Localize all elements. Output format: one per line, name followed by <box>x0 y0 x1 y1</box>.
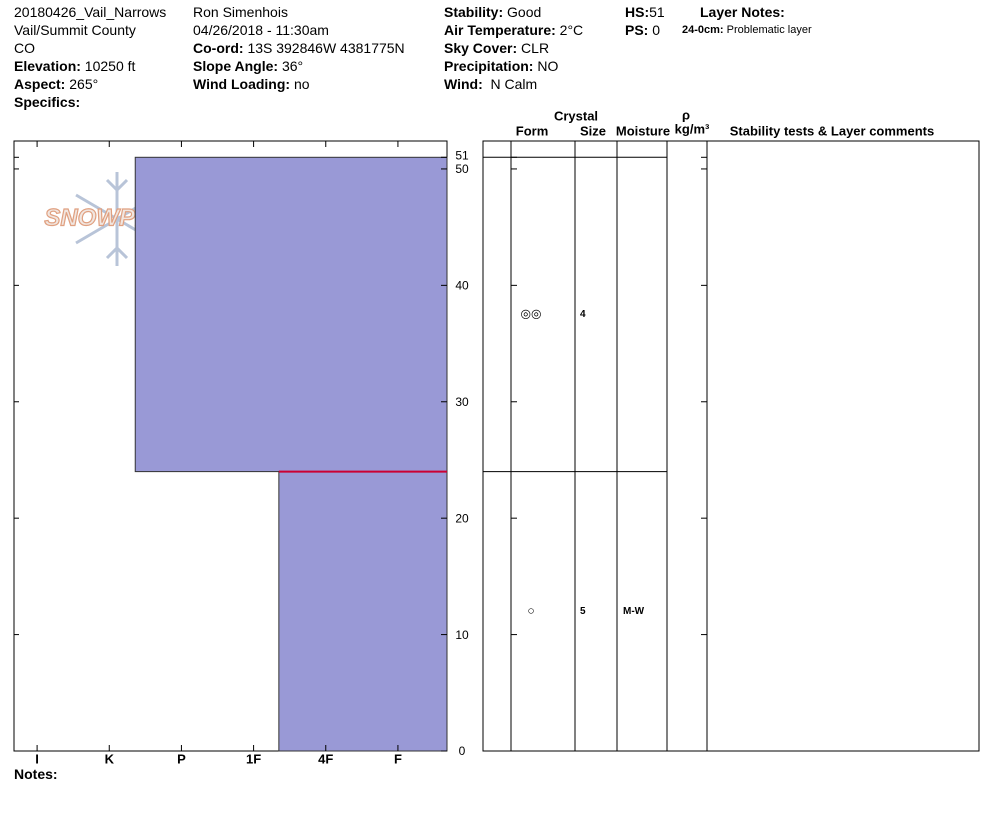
col-header: Form <box>516 123 549 138</box>
crystal-size: 5 <box>580 606 586 617</box>
moisture: M-W <box>623 606 645 617</box>
value: Good <box>507 4 542 20</box>
label: Aspect: <box>14 76 66 92</box>
y-tick-label: 50 <box>455 162 469 176</box>
label: Precipitation: <box>444 58 534 74</box>
air-temp: Air Temperature: 2°C <box>444 21 583 39</box>
col-header: ρ <box>682 107 690 122</box>
col-header: Stability tests & Layer comments <box>730 123 934 138</box>
layer-note: 24-0cm: Problematic layer <box>682 21 812 39</box>
hardness-bar <box>134 156 448 473</box>
specifics: Specifics: <box>14 93 80 111</box>
hardness-bar <box>278 471 448 752</box>
text: Problematic layer <box>726 24 812 36</box>
value: N Calm <box>490 76 538 92</box>
site: 20180426_Vail_Narrows <box>14 4 167 20</box>
coord: Co-ord: 13S 392846W 4381775N <box>193 39 405 57</box>
label: Specifics: <box>14 94 81 110</box>
x-tick-label: I <box>35 751 39 766</box>
col-header: Moisture <box>616 123 670 138</box>
col-header: Crystal <box>554 108 598 123</box>
crystal-form: ◎◎ <box>521 307 542 321</box>
value: CLR <box>521 40 550 56</box>
col-header: kg/m³ <box>675 121 710 136</box>
y-tick-label: 30 <box>455 395 469 409</box>
col-header: Size <box>580 123 606 138</box>
value: NO <box>537 58 559 74</box>
location: Vail/Summit County <box>14 22 136 38</box>
x-tick-label: 4F <box>318 751 333 766</box>
aspect: Aspect: 265° <box>14 75 98 93</box>
ps: PS: 0 <box>625 21 660 39</box>
wind-loading: Wind Loading: no <box>193 75 310 93</box>
elevation: Elevation: 10250 ft <box>14 57 135 75</box>
value: 36° <box>281 58 304 74</box>
precip: Precipitation: NO <box>444 57 558 75</box>
y-tick-label: 51 <box>455 148 469 162</box>
x-tick-label: F <box>394 751 402 766</box>
y-tick-label: 20 <box>455 511 469 525</box>
value: 2°C <box>559 22 584 38</box>
value: 51 <box>649 4 665 20</box>
x-tick-label: P <box>177 751 186 766</box>
y-tick-label: 10 <box>455 628 469 642</box>
label: HS: <box>625 4 650 20</box>
wind: Wind: N Calm <box>444 75 537 93</box>
x-tick-label: K <box>105 751 115 766</box>
hs: HS:51 <box>625 3 665 21</box>
label: Co-ord: <box>193 40 244 56</box>
y-tick-label: 40 <box>455 279 469 293</box>
datetime: 04/26/2018 - 11:30am <box>193 22 329 38</box>
value: 0 <box>652 22 661 38</box>
x-tick-label: 1F <box>246 751 261 766</box>
stability: Stability: Good <box>444 3 541 21</box>
label: Slope Angle: <box>193 58 279 74</box>
state: CO <box>14 40 35 56</box>
label: Wind Loading: <box>193 76 291 92</box>
label: Layer Notes: <box>700 4 785 20</box>
sky: Sky Cover: CLR <box>444 39 549 57</box>
table-frame <box>482 140 980 752</box>
value: 265° <box>69 76 99 92</box>
label: Stability: <box>444 4 504 20</box>
label: Air Temperature: <box>444 22 556 38</box>
crystal-size: 4 <box>580 309 586 320</box>
value: 10250 ft <box>84 58 136 74</box>
y-tick-label: 0 <box>459 744 466 758</box>
notes: Notes: <box>14 765 58 783</box>
value: no <box>293 76 310 92</box>
layer-notes: Layer Notes: <box>700 3 785 21</box>
label: PS: <box>625 22 649 38</box>
label: Wind: <box>444 76 483 92</box>
observer: Ron Simenhois <box>193 4 288 20</box>
label: Sky Cover: <box>444 40 518 56</box>
value: 13S 392846W 4381775N <box>247 40 405 56</box>
label: Notes: <box>14 766 58 782</box>
range: 24-0cm: <box>682 24 724 36</box>
label: Elevation: <box>14 58 81 74</box>
slope: Slope Angle: 36° <box>193 57 303 75</box>
crystal-form: ○ <box>527 603 534 617</box>
